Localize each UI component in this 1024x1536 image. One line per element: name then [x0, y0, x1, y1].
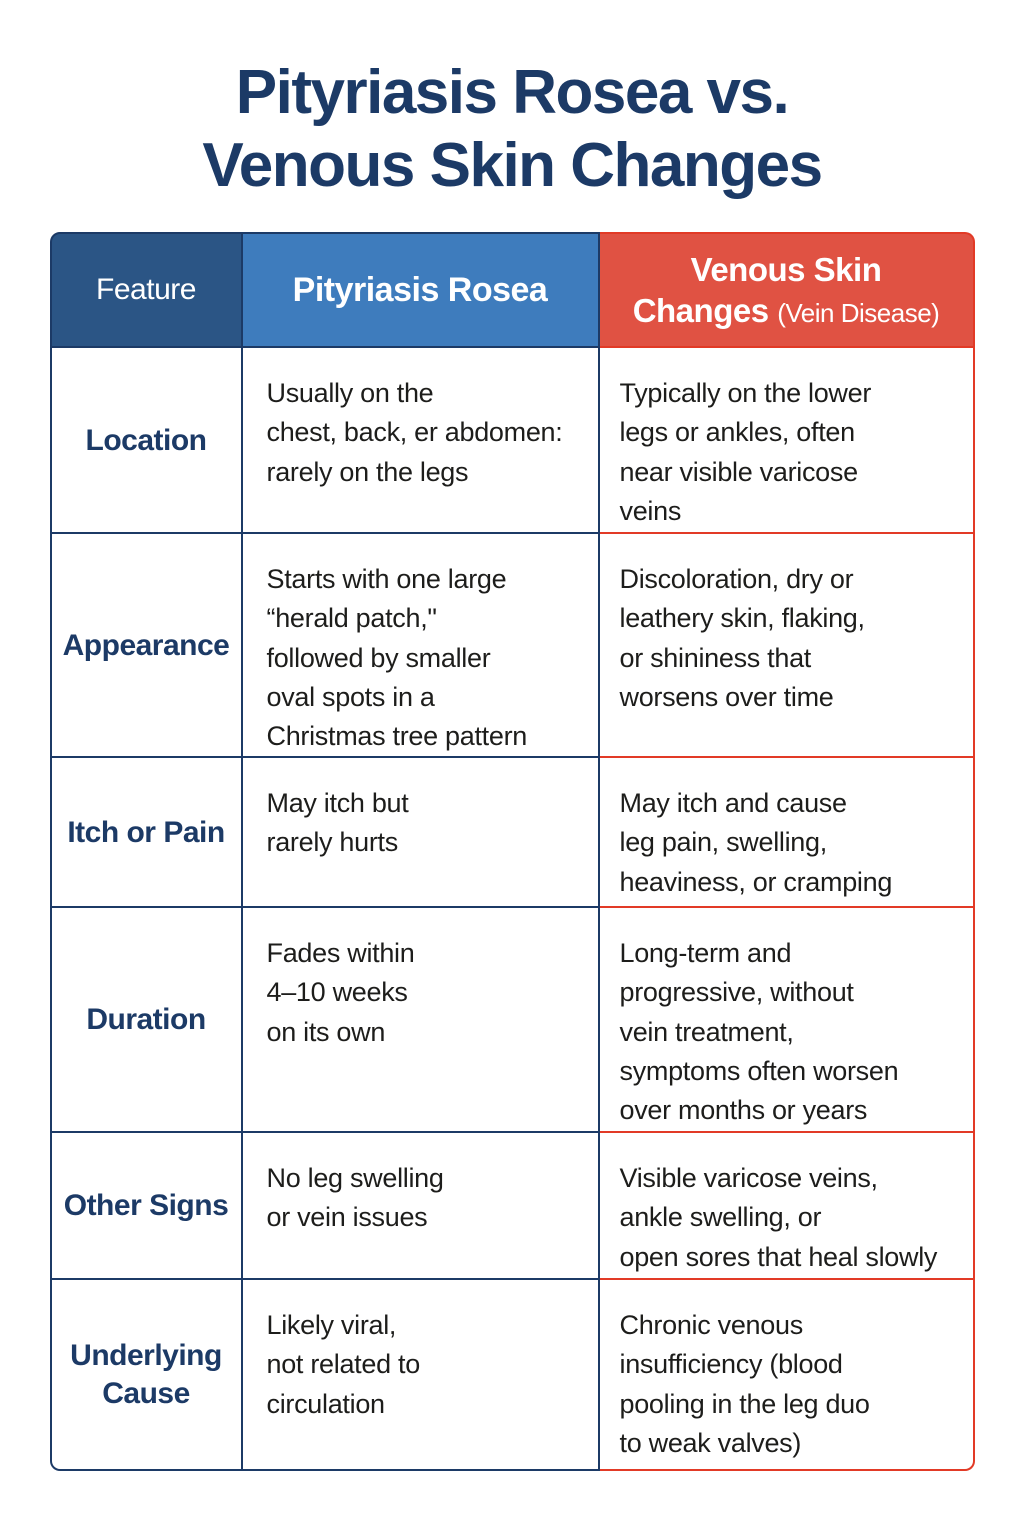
venous-cell-appearance: Discoloration, dry or leathery skin, fla… [599, 534, 975, 759]
venous-cell-itch-or-pain: May itch and cause leg pain, swelling, h… [599, 758, 975, 909]
pityriasis-cell-other-signs: No leg swelling or vein issues [242, 1133, 600, 1281]
venous-cell-location: Typically on the lower legs or ankles, o… [599, 348, 975, 535]
header-venous-line2: Changes (Vein Disease) [633, 290, 940, 331]
feature-label-other-signs: Other Signs [49, 1133, 243, 1281]
feature-label-itch-or-pain: Itch or Pain [49, 758, 243, 909]
header-pityriasis-rosea: Pityriasis Rosea [242, 232, 600, 349]
feature-label-underlying-cause: Underlying Cause [49, 1280, 243, 1472]
header-feature: Feature [49, 232, 243, 349]
feature-label-location: Location [49, 348, 243, 535]
pityriasis-cell-underlying-cause: Likely viral, not related to circulation [242, 1280, 600, 1472]
pityriasis-cell-itch-or-pain: May itch but rarely hurts [242, 758, 600, 909]
pityriasis-cell-appearance: Starts with one large “herald patch," fo… [242, 534, 600, 759]
feature-label-duration: Duration [49, 908, 243, 1134]
comparison-table: Feature Pityriasis Rosea Venous Skin Cha… [49, 232, 975, 1472]
venous-cell-underlying-cause: Chronic venous insufficiency (blood pool… [599, 1280, 975, 1472]
pityriasis-cell-duration: Fades within 4–10 weeks on its own [242, 908, 600, 1134]
header-venous-subtitle: (Vein Disease) [777, 298, 940, 329]
header-venous-skin-changes: Venous Skin Changes (Vein Disease) [599, 232, 975, 349]
pityriasis-cell-location: Usually on the chest, back, er abdomen: … [242, 348, 600, 535]
page-title: Pityriasis Rosea vs. Venous Skin Changes [202, 58, 823, 201]
feature-label-appearance: Appearance [49, 534, 243, 759]
header-venous-line1: Venous Skin [690, 251, 882, 289]
header-venous-main: Changes [632, 292, 769, 330]
venous-cell-duration: Long-term and progressive, without vein … [599, 908, 975, 1134]
venous-cell-other-signs: Visible varicose veins, ankle swelling, … [599, 1133, 975, 1281]
